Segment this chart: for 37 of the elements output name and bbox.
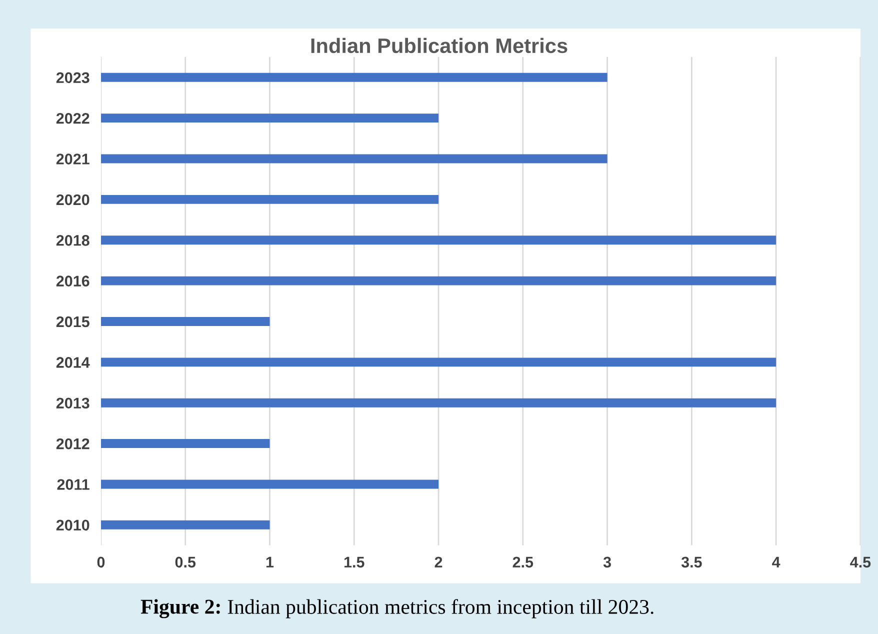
x-tick-label: 2 [434,556,442,568]
bar [100,72,608,82]
y-tick-label: 2023 [56,72,90,84]
y-tick-label: 2015 [56,316,90,328]
bar [100,114,439,123]
bar [100,154,608,164]
y-tick-label: 2018 [56,234,90,246]
x-tick-label: 4.5 [850,556,871,568]
y-tick-label: 2020 [56,194,90,206]
text: Indian publication metrics from inception till 2023. [228,599,654,618]
bar [100,520,270,530]
x-tick-label: 3.5 [681,556,702,568]
y-tick-label: 2011 [57,479,90,490]
y-tick-label: 2016 [56,276,90,286]
bar [100,358,776,367]
bar [100,398,776,408]
y-tick-label: 2012 [56,438,90,450]
bar [100,236,776,245]
y-tick-label: 2021 [56,154,90,164]
x-tick-label: 2.5 [512,556,534,568]
x-tick-label: 4 [772,556,780,568]
x-tick-label: 1 [266,556,274,568]
x-tick-label: 3 [603,556,611,568]
y-tick-label: 2013 [56,398,90,409]
x-tick-label: 1.5 [344,556,364,568]
x-tick-label: 0 [97,556,105,568]
bar [100,317,270,326]
y-tick-label: 2010 [56,520,90,531]
bar [100,480,439,489]
bar [100,276,776,286]
chart-title: Indian Publication Metrics [311,38,568,54]
x-tick-label: 0.5 [175,556,196,568]
caption: Figure 2: [140,599,220,618]
bar [100,194,439,204]
bar [100,439,270,448]
y-tick-label: 2022 [56,112,90,124]
y-tick-label: 2014 [56,357,90,368]
